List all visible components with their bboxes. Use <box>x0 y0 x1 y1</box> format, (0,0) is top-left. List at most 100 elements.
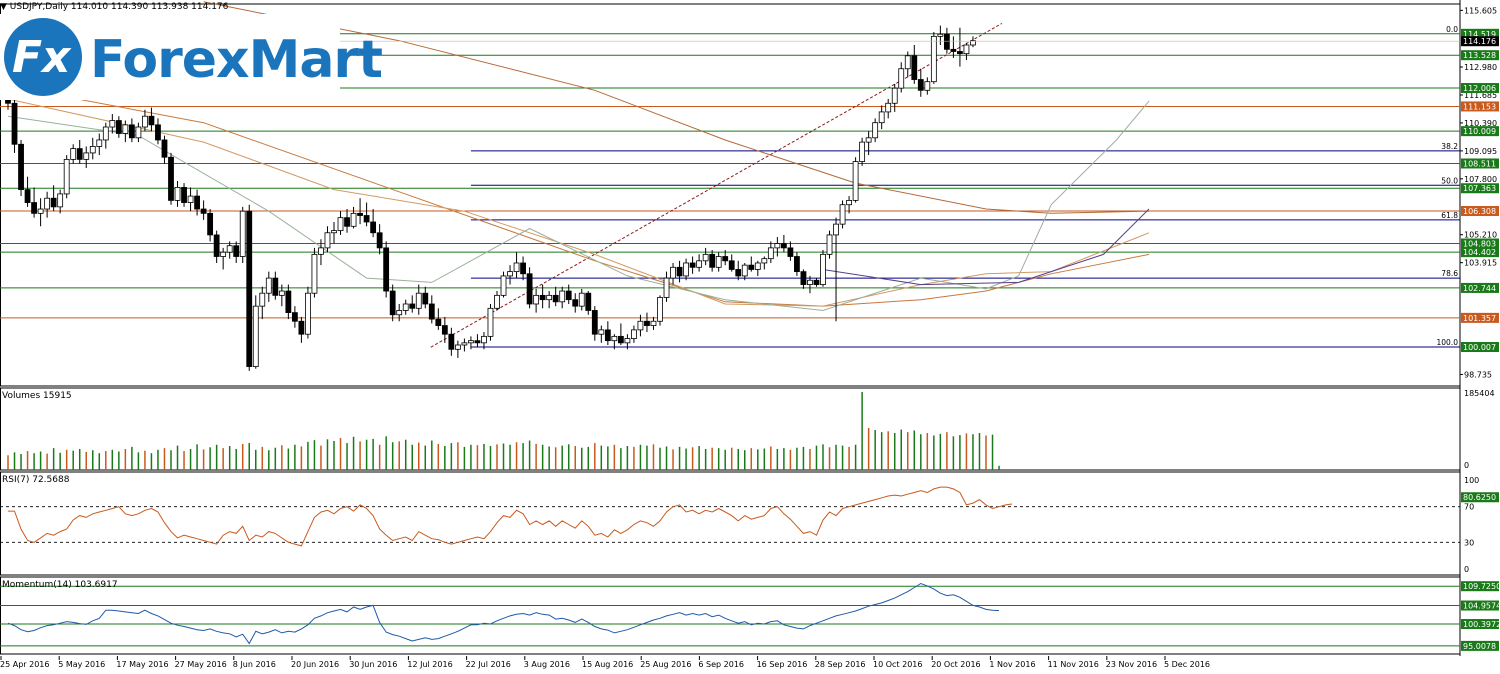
candle-body <box>780 243 787 249</box>
candle-body <box>617 335 624 344</box>
momentum-level-tag <box>1461 619 1499 630</box>
candle-body <box>728 260 735 270</box>
date-label: 8 Jun 2016 <box>233 660 276 669</box>
candle-body <box>252 305 259 367</box>
candle-body <box>50 197 57 208</box>
candle-body <box>415 292 422 309</box>
candle-body <box>441 325 448 335</box>
moving-average-purple <box>822 208 1150 286</box>
candle-body <box>363 215 370 223</box>
price-tick-label: 103.915 <box>1464 259 1497 268</box>
candle-body <box>859 141 866 162</box>
candle-body <box>448 333 455 350</box>
fibonacci-trend-line <box>430 22 1003 348</box>
candle-body <box>865 137 872 143</box>
candle-body <box>213 234 220 257</box>
candle-body <box>598 329 605 335</box>
candle-body <box>207 212 214 236</box>
candle-body <box>663 277 670 298</box>
fibonacci-level-label: 0.0 <box>1446 25 1458 34</box>
candle-body <box>409 303 416 309</box>
candle-body <box>774 243 781 249</box>
momentum-level-label: 95.0078 <box>1463 642 1496 651</box>
candle-body <box>735 269 742 277</box>
candle-body <box>604 329 611 342</box>
date-label: 20 Jun 2016 <box>291 660 339 669</box>
fibonacci-level-label: 38.2 <box>1441 142 1458 151</box>
candle-body <box>168 156 174 201</box>
candle-body <box>44 197 51 210</box>
candle-body <box>957 51 963 55</box>
candle-body <box>402 303 409 311</box>
candle-body <box>670 266 676 279</box>
candle-body <box>794 256 800 273</box>
candle-body <box>559 290 566 303</box>
candle-body <box>872 122 879 139</box>
level-price-label: 108.511 <box>1463 159 1496 168</box>
candle-body <box>813 279 820 285</box>
level-price-tag <box>1461 28 1499 39</box>
date-label: 17 May 2016 <box>116 660 168 669</box>
date-label: 6 Sep 2016 <box>698 660 744 669</box>
ohlc-readout: 114.010 114.390 113.938 114.176 <box>70 2 229 12</box>
level-price-tag <box>1461 126 1499 137</box>
candle-body <box>89 146 96 154</box>
moving-average-50 <box>7 98 1150 307</box>
date-label: 30 Jun 2016 <box>349 660 397 669</box>
logo-text: ForexMart <box>90 30 383 90</box>
candle-body <box>83 152 90 160</box>
level-price-label: 102.744 <box>1463 284 1496 293</box>
candle-body <box>807 279 813 285</box>
candle-body <box>650 320 657 326</box>
candle-body <box>344 217 350 227</box>
date-label: 10 Oct 2016 <box>873 660 922 669</box>
candle-body <box>383 247 390 292</box>
candle-body <box>748 264 755 270</box>
candle-body <box>833 223 839 236</box>
momentum-level-tag <box>1461 600 1499 611</box>
date-label: 3 Aug 2016 <box>524 660 570 669</box>
orange-level-price-tag <box>1461 312 1499 323</box>
symbol-label: USDJPY,Daily <box>9 2 69 12</box>
date-label: 28 Sep 2016 <box>815 660 866 669</box>
candle-body <box>683 262 689 277</box>
candle-body <box>937 33 944 37</box>
candle-body <box>161 139 168 158</box>
candle-body <box>611 335 618 342</box>
rsi-axis-label: 0 <box>1464 565 1469 574</box>
candle-body <box>885 102 892 113</box>
candle-body <box>852 161 859 201</box>
candle-body <box>200 208 207 214</box>
candle-body <box>265 277 272 294</box>
date-label: 27 May 2016 <box>175 660 227 669</box>
candle-body <box>337 217 344 232</box>
candle-body <box>578 292 585 307</box>
candle-body <box>546 294 553 301</box>
current-price-tag <box>1461 36 1499 47</box>
candle-body <box>422 292 429 305</box>
candle-body <box>917 79 924 91</box>
date-label: 11 Nov 2016 <box>1048 660 1099 669</box>
price-tick-label: 110.390 <box>1464 119 1497 128</box>
date-label: 20 Oct 2016 <box>931 660 980 669</box>
candle-body <box>676 266 683 277</box>
candle-body <box>18 143 24 191</box>
candle-body <box>741 264 748 277</box>
candle-body <box>513 262 520 273</box>
candle-body <box>552 294 559 303</box>
price-tick-label: 98.735 <box>1464 370 1492 379</box>
candle-body <box>96 139 103 147</box>
level-price-tag <box>1461 282 1499 293</box>
candle-body <box>644 320 650 326</box>
rsi-line <box>8 486 1013 547</box>
candle-body <box>507 271 513 277</box>
candle-body <box>826 234 833 255</box>
candle-body <box>428 303 435 320</box>
candle-body <box>689 262 696 268</box>
level-price-label: 114.519 <box>1463 30 1496 39</box>
candle-body <box>487 307 494 337</box>
momentum-level-label: 104.9574 <box>1463 602 1500 611</box>
pane-frame <box>0 471 1461 576</box>
